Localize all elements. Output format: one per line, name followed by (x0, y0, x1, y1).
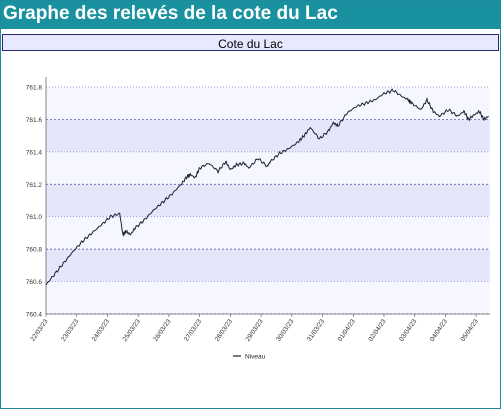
chart-title-box: Cote du Lac (2, 34, 499, 51)
x-tick-label: 22/03/23 (29, 318, 49, 343)
x-tick-label: 23/03/23 (60, 318, 80, 343)
plot-band (46, 216, 490, 250)
y-tick-label: 761.8 (26, 85, 43, 92)
header-bar: Graphe des relevés de la cote du Lac (1, 1, 500, 29)
plot-band (46, 184, 490, 217)
plot-band (46, 151, 490, 185)
y-tick-label: 760.8 (26, 247, 43, 254)
y-tick-label: 761.0 (26, 214, 43, 221)
plot-band (46, 119, 490, 152)
plot-band (46, 87, 490, 120)
y-tick-label: 760.6 (26, 279, 43, 286)
x-tick-label: 29/03/23 (244, 318, 264, 343)
x-tick-label: 31/03/23 (306, 318, 326, 343)
x-tick-label: 26/03/23 (152, 318, 172, 343)
x-tick-label: 25/03/23 (122, 318, 142, 343)
x-tick-label: 05/04/23 (460, 318, 480, 343)
x-tick-label: 27/03/23 (183, 318, 203, 343)
page-title: Graphe des relevés de la cote du Lac (3, 3, 338, 24)
y-tick-label: 761.4 (26, 149, 43, 156)
x-tick-label: 01/04/23 (337, 318, 357, 343)
plot-band (46, 249, 490, 282)
y-tick-label: 760.4 (26, 312, 43, 319)
plot-band (46, 281, 490, 314)
legend-label: Niveau (245, 354, 266, 361)
chart-title: Cote du Lac (218, 37, 283, 51)
x-tick-label: 28/03/23 (214, 318, 234, 343)
y-tick-label: 761.2 (26, 182, 43, 189)
series-line-niveau (45, 88, 489, 286)
x-tick-label: 24/03/23 (91, 318, 111, 343)
x-tick-label: 02/04/23 (367, 318, 387, 343)
x-tick-label: 03/04/23 (398, 318, 418, 343)
x-tick-label: 30/03/23 (275, 318, 295, 343)
y-tick-label: 761.6 (26, 117, 43, 124)
lake-level-chart: 760.4 760.6 760.8 761.0 761.2 761.4 761.6 761.8… (26, 77, 490, 361)
x-tick-label: 04/04/23 (429, 318, 449, 343)
